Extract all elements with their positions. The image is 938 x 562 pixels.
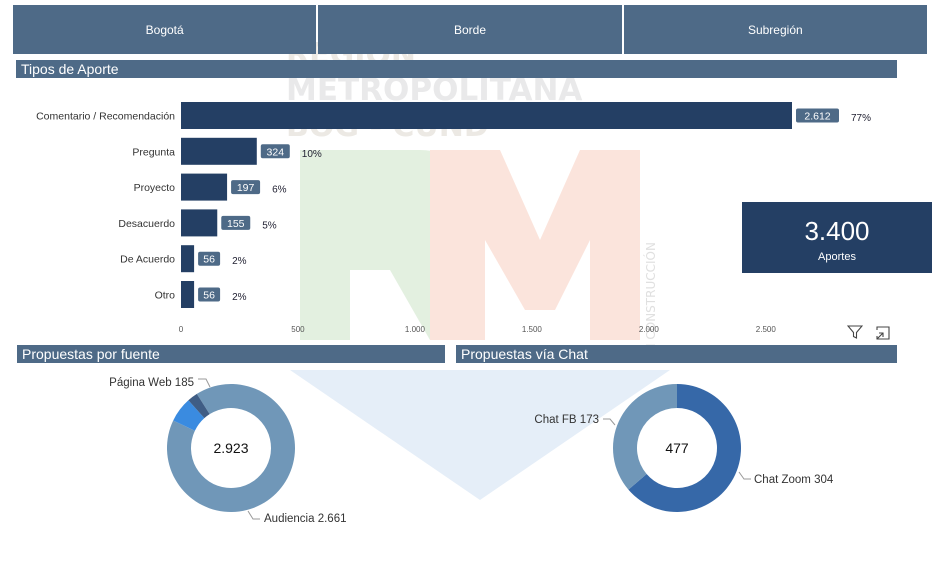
bar-value-box <box>198 287 221 302</box>
x-tick-label: 2.000 <box>639 325 660 334</box>
bar-value-label: 56 <box>203 254 215 266</box>
donut-slice <box>628 384 741 512</box>
donut-slice-label: Chat Zoom 304 <box>754 474 834 486</box>
bar-value-label: 2.612 <box>804 111 830 123</box>
bar-value-box <box>198 251 221 266</box>
bar-value-box <box>260 144 290 159</box>
fuente-chart-title: Propuestas por fuente <box>17 345 445 363</box>
tab-subregion[interactable]: Subregión <box>623 5 927 54</box>
donut-slice <box>173 400 205 431</box>
bar-category-label: Comentario / Recomendación <box>36 111 175 123</box>
bar-category-label: Otro <box>155 290 176 302</box>
donut-slice <box>166 384 295 512</box>
donut-total-label: 477 <box>665 440 689 456</box>
donut-leader-line <box>198 378 211 388</box>
bar-category-label: Desacuerdo <box>118 218 175 230</box>
bar-value-label: 197 <box>237 182 255 194</box>
tab-bogota[interactable]: Bogotá <box>13 5 317 54</box>
bar <box>181 102 792 129</box>
donut-slice <box>188 393 210 419</box>
bar <box>181 137 257 165</box>
bar-value-box <box>796 108 839 123</box>
donut-slice-label: Chat FB 173 <box>534 414 599 426</box>
bar <box>181 173 228 201</box>
donut-slice-label: Página Web 185 <box>109 377 194 389</box>
bar-value-label: 324 <box>267 146 285 158</box>
donut-leader-line <box>247 510 260 520</box>
x-tick-label: 1.000 <box>405 325 426 334</box>
donut-leader-line <box>738 471 751 480</box>
kpi-value: 3.400 <box>804 216 870 246</box>
bar-percent-label: 77% <box>851 113 871 124</box>
x-tick-label: 2.500 <box>756 325 777 334</box>
x-tick-label: 0 <box>179 325 184 334</box>
bar-value-label: 155 <box>227 218 245 230</box>
tab-borde[interactable]: Borde <box>318 5 622 54</box>
bar <box>181 245 195 273</box>
bar-percent-label: 5% <box>262 220 277 231</box>
kpi-card: 3.400 Aportes <box>742 202 932 273</box>
bar-percent-label: 6% <box>272 185 287 196</box>
tipos-aporte-bar-chart: Comentario / Recomendación 2.612 77% Pregun… <box>36 102 871 334</box>
bar-percent-label: 2% <box>232 292 247 303</box>
chat-donut-chart: 477 Chat Zoom 304 Chat FB 173 <box>534 384 834 512</box>
donut-slice <box>613 384 677 490</box>
bar-category-label: Proyecto <box>134 182 176 194</box>
kpi-label: Aportes <box>818 251 856 263</box>
bar-percent-label: 2% <box>232 256 247 267</box>
bar-category-label: Pregunta <box>132 146 175 158</box>
region-tabs: Bogotá Borde Subregión <box>13 5 927 54</box>
bar <box>181 209 218 237</box>
bar <box>181 281 195 308</box>
x-tick-label: 500 <box>291 325 305 334</box>
donut-leader-line <box>603 418 616 426</box>
bar-percent-label: 10% <box>302 149 322 160</box>
bar-value-box <box>231 180 261 195</box>
bar-value-box <box>221 215 251 230</box>
bar-value-label: 56 <box>203 290 215 302</box>
focus-mode-icon[interactable] <box>875 325 891 341</box>
donut-total-label: 2.923 <box>213 440 248 456</box>
filter-icon[interactable] <box>846 324 864 340</box>
bar-chart-title: Tipos de Aporte <box>16 60 897 78</box>
x-tick-label: 1.500 <box>522 325 543 334</box>
chat-chart-title: Propuestas vía Chat <box>456 345 897 363</box>
bar-category-label: De Acuerdo <box>120 254 175 266</box>
fuente-donut-chart: 2.923 Página Web 185 Audiencia 2.661 <box>109 377 346 525</box>
donut-slice-label: Audiencia 2.661 <box>264 513 346 525</box>
